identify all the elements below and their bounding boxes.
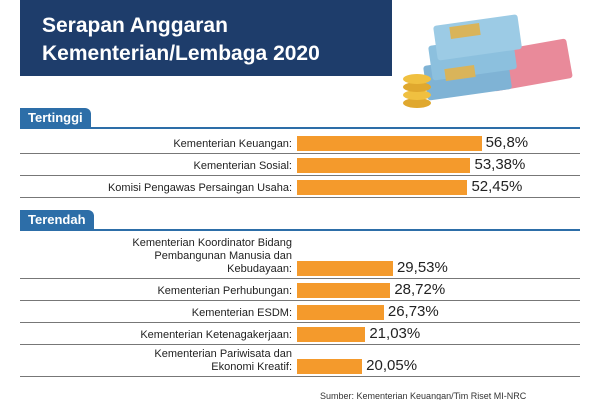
group-title: Terendah <box>20 210 94 229</box>
bar-cell: 28,72% <box>297 282 445 298</box>
category-label: Kementerian Perhubungan: <box>157 285 292 297</box>
bar <box>297 157 471 173</box>
bar-cell: 21,03% <box>297 326 420 342</box>
group-lowest: Terendah Kementerian Koordinator Bidang P… <box>20 210 580 377</box>
bar-cell: 29,53% <box>297 260 448 276</box>
group-rule <box>20 229 580 231</box>
bar <box>297 260 393 276</box>
bar <box>297 179 468 195</box>
value-label: 29,53% <box>396 259 448 276</box>
bar <box>297 358 363 374</box>
group-highest: Tertinggi Kementerian Keuangan: 56,8% Kemen… <box>20 108 580 198</box>
bills <box>423 14 573 101</box>
value-label: 28,72% <box>394 281 446 298</box>
group-rule <box>20 127 580 129</box>
category-label: Kementerian Keuangan: <box>173 138 292 150</box>
row: Kementerian Sosial: 53,38% <box>20 154 580 176</box>
value-label: 21,03% <box>369 325 421 342</box>
category-label: Kementerian Pariwisata dan Ekonomi Kreat… <box>154 348 292 373</box>
value-label: 26,73% <box>387 303 439 320</box>
header-banner: Serapan Anggaran Kementerian/Lembaga 202… <box>20 0 392 76</box>
source: Sumber: Kementerian Keuangan/Tim Riset M… <box>320 391 527 400</box>
bar-cell: 53,38% <box>297 157 525 173</box>
bar <box>297 304 384 320</box>
row: Komisi Pengawas Persaingan Usaha: 52,45% <box>20 176 580 198</box>
row: Kementerian Ketenagakerjaan: 21,03% <box>20 323 580 345</box>
category-label: Kementerian Ketenagakerjaan: <box>140 329 292 341</box>
row: Kementerian Pariwisata dan Ekonomi Kreat… <box>20 345 580 377</box>
bar-cell: 20,05% <box>297 358 417 374</box>
bar-cell: 56,8% <box>297 135 528 151</box>
category-label: Kementerian ESDM: <box>191 307 292 319</box>
value-label: 56,8% <box>485 134 529 151</box>
category-label: Komisi Pengawas Persaingan Usaha: <box>107 182 292 194</box>
row: Kementerian Perhubungan: 28,72% <box>20 279 580 301</box>
bar-cell: 26,73% <box>297 304 439 320</box>
category-label: Kementerian Sosial: <box>193 160 292 172</box>
value-label: 52,45% <box>471 178 523 195</box>
title: Serapan Anggaran Kementerian/Lembaga 202… <box>42 14 320 65</box>
bar <box>297 135 482 151</box>
group-title: Tertinggi <box>20 108 91 127</box>
money-illustration <box>403 14 573 108</box>
value-label: 20,05% <box>366 357 418 374</box>
row: Kementerian Koordinator Bidang Pembangun… <box>20 234 580 279</box>
coins <box>403 74 431 108</box>
bar <box>297 282 391 298</box>
category-label: Kementerian Koordinator Bidang Pembangun… <box>132 237 292 275</box>
row: Kementerian ESDM: 26,73% <box>20 301 580 323</box>
value-label: 53,38% <box>474 156 526 173</box>
bar-cell: 52,45% <box>297 179 522 195</box>
row: Kementerian Keuangan: 56,8% <box>20 132 580 154</box>
bar <box>297 326 366 342</box>
